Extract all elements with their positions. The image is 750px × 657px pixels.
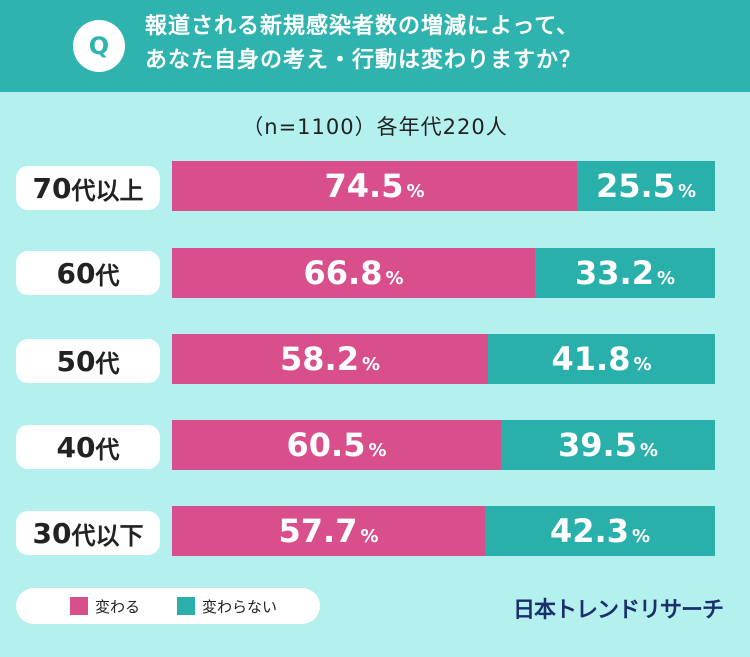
legend-swatch-change <box>70 597 88 615</box>
bar-segment-no-change: 41.8% <box>488 334 715 384</box>
bar-row-60: 66.8% 33.2% <box>172 248 715 298</box>
data-label-unit: % <box>406 180 425 202</box>
question-header: Q 報道される新規感染者数の増減によって、 あなた自身の考え・行動は変わりますか… <box>0 0 750 92</box>
category-suffix: 代 <box>95 349 120 378</box>
question-line-1: 報道される新規感染者数の増減によって、 <box>145 14 580 39</box>
category-label-70: 70 代以上 <box>16 166 160 210</box>
category-number: 40 <box>56 430 96 464</box>
question-badge: Q <box>73 20 125 72</box>
legend-label-change: 変わる <box>95 597 141 616</box>
data-label-unit: % <box>639 439 658 461</box>
data-label-value: 74.5 <box>324 167 404 205</box>
bar-row-70: 74.5% 25.5% <box>172 161 715 211</box>
question-text: 報道される新規感染者数の増減によって、 あなた自身の考え・行動は変わりますか？ <box>145 10 725 78</box>
data-label-value: 25.5 <box>596 167 675 205</box>
bar-row-50: 58.2% 41.8% <box>172 334 715 384</box>
data-label-value: 39.5 <box>558 426 637 464</box>
category-suffix: 代以下 <box>71 521 144 550</box>
category-label-60: 60 代 <box>16 251 160 295</box>
bar-segment-no-change: 25.5% <box>577 161 715 211</box>
chart-legend: 変わる 変わらない <box>16 588 320 624</box>
bar-segment-no-change: 33.2% <box>535 248 715 298</box>
bar-segment-change: 60.5% <box>172 420 501 470</box>
brand-logo: 日本トレンドリサーチ <box>513 598 724 623</box>
legend-item-no-change: 変わらない <box>177 588 277 624</box>
data-label-unit: % <box>677 180 696 202</box>
category-number: 30 <box>32 516 72 550</box>
legend-swatch-no-change <box>177 597 195 615</box>
category-suffix: 代 <box>95 261 120 290</box>
data-label-value: 66.8 <box>303 254 383 292</box>
category-number: 70 <box>32 171 72 205</box>
category-label-30: 30 代以下 <box>16 511 160 555</box>
category-suffix: 代 <box>95 435 120 464</box>
category-number: 50 <box>56 344 96 378</box>
bar-segment-no-change: 42.3% <box>485 506 715 556</box>
chart-subtitle: （n=1100）各年代220人 <box>242 115 508 139</box>
bar-segment-change: 57.7% <box>172 506 485 556</box>
bar-row-40: 60.5% 39.5% <box>172 420 715 470</box>
category-number: 60 <box>56 256 96 290</box>
legend-item-change: 変わる <box>70 588 140 624</box>
legend-label-no-change: 変わらない <box>202 597 278 616</box>
question-line-2: あなた自身の考え・行動は変わりますか？ <box>145 48 583 73</box>
category-suffix: 代以上 <box>71 176 144 205</box>
data-label-unit: % <box>361 353 380 375</box>
category-label-40: 40 代 <box>16 425 160 469</box>
data-label-value: 60.5 <box>286 426 366 464</box>
bar-segment-change: 74.5% <box>172 161 577 211</box>
data-label-unit: % <box>631 525 650 547</box>
bar-segment-change: 66.8% <box>172 248 535 298</box>
bar-row-30: 57.7% 42.3% <box>172 506 715 556</box>
data-label-value: 33.2 <box>575 254 654 292</box>
data-label-unit: % <box>385 267 404 289</box>
bar-segment-change: 58.2% <box>172 334 488 384</box>
bar-segment-no-change: 39.5% <box>501 420 715 470</box>
data-label-value: 41.8 <box>551 340 631 378</box>
data-label-unit: % <box>656 267 675 289</box>
data-label-value: 58.2 <box>280 340 359 378</box>
data-label-unit: % <box>360 525 379 547</box>
data-label-value: 42.3 <box>550 512 629 550</box>
data-label-value: 57.7 <box>278 512 358 550</box>
data-label-unit: % <box>633 353 652 375</box>
category-label-50: 50 代 <box>16 339 160 383</box>
data-label-unit: % <box>368 439 387 461</box>
